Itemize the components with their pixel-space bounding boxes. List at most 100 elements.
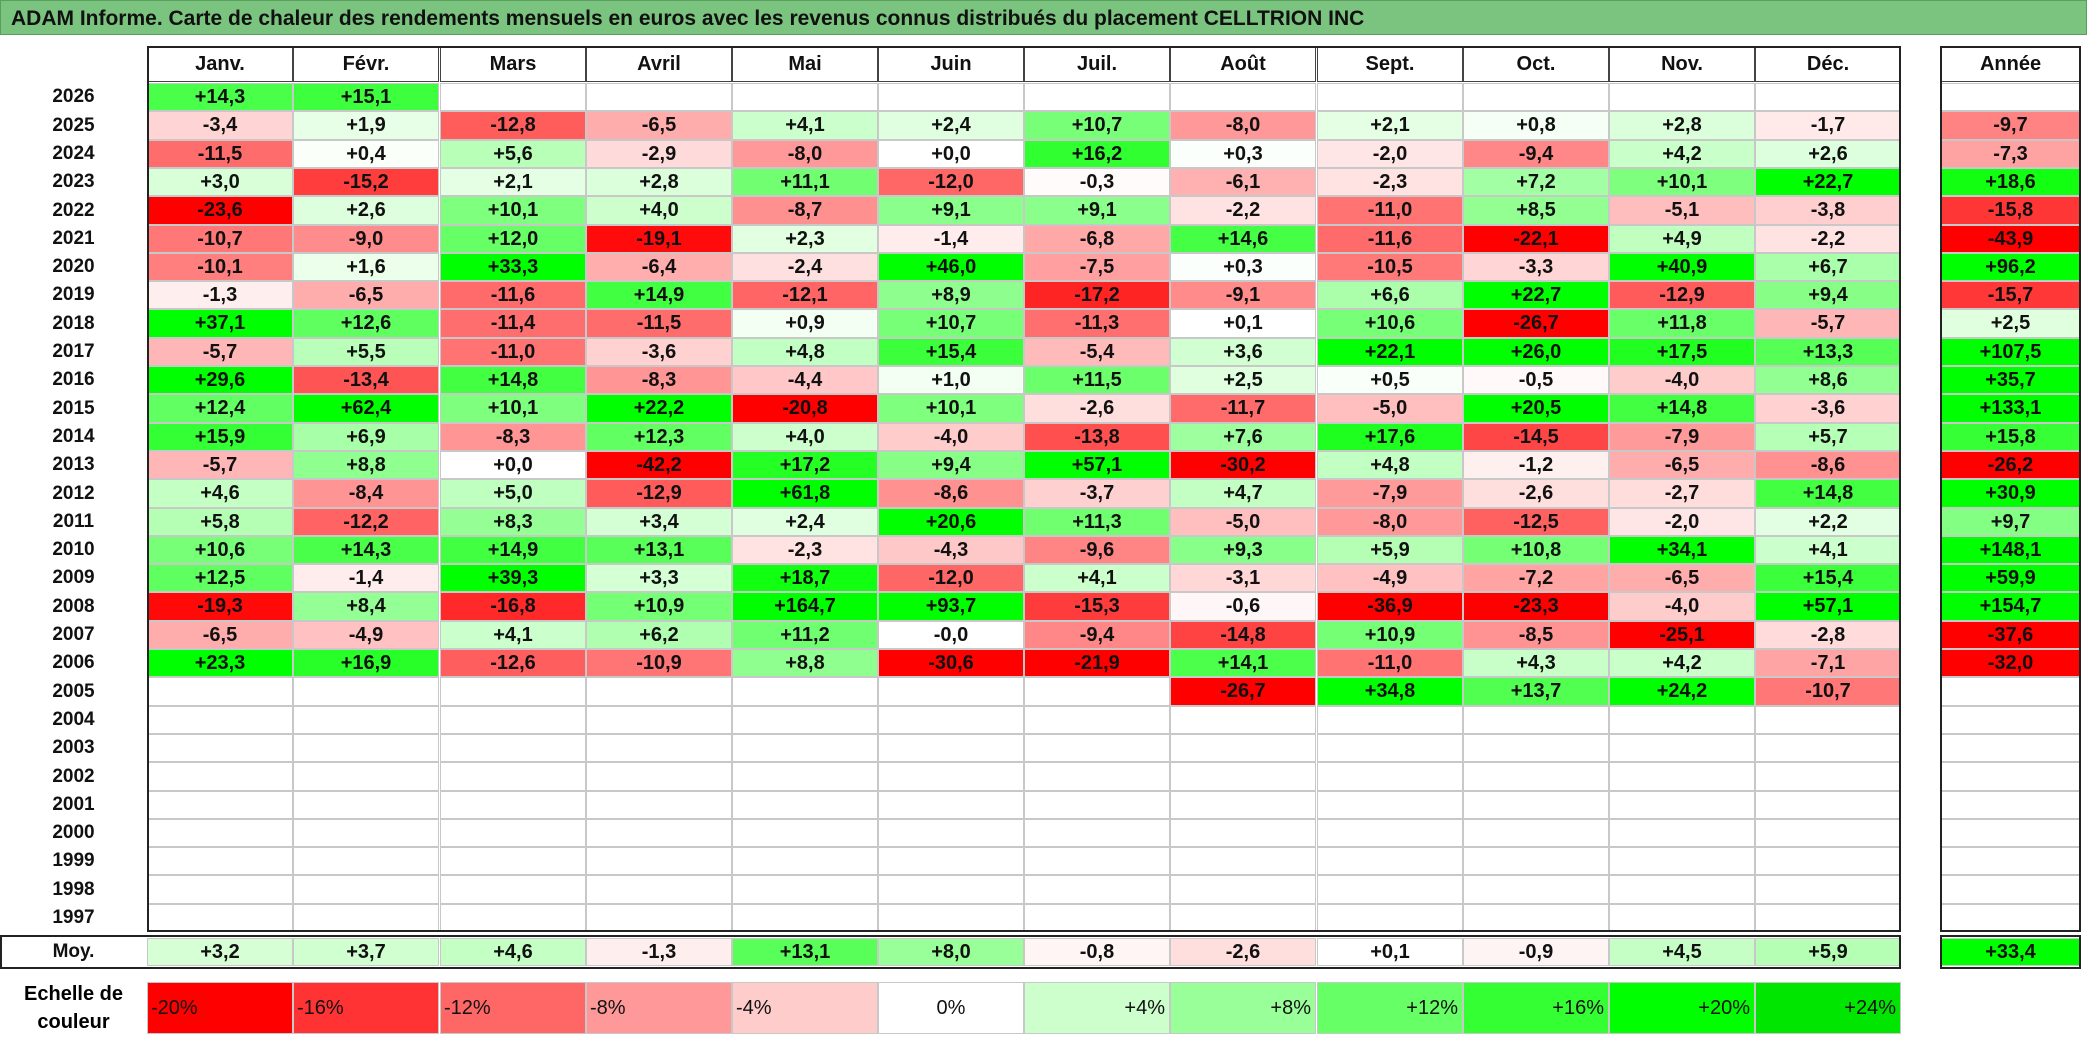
month-header-11: Nov. xyxy=(1609,46,1755,82)
year-label: 2019 xyxy=(52,284,95,305)
heatmap-cell xyxy=(1463,904,1609,932)
heatmap-cell: +24,2 xyxy=(1609,677,1755,706)
annual-cell: +133,1 xyxy=(1940,394,2081,423)
heatmap-cell: +14,8 xyxy=(1755,479,1901,508)
heatmap-cell: +9,4 xyxy=(878,451,1024,479)
year-label: 2002 xyxy=(52,765,95,787)
heatmap-cell: -3,1 xyxy=(1170,564,1316,592)
heatmap-cell: +2,4 xyxy=(732,508,878,536)
heatmap-cell: -8,6 xyxy=(878,479,1024,508)
heatmap-cell: +8,4 xyxy=(293,592,439,621)
heatmap-cell: -5,7 xyxy=(147,451,293,479)
heatmap-cell: -3,8 xyxy=(1755,196,1901,225)
heatmap-cell: +39,3 xyxy=(440,564,586,592)
heatmap-cell xyxy=(586,83,732,111)
heatmap-cell: +14,3 xyxy=(147,83,293,111)
heatmap-cell: -23,6 xyxy=(147,196,293,225)
year-label: 1998 xyxy=(52,878,95,900)
year-label: 2005 xyxy=(52,680,95,702)
year-label: 2018 xyxy=(52,312,95,334)
heatmap-cell xyxy=(586,762,732,791)
heatmap-cell: +10,8 xyxy=(1463,536,1609,564)
heatmap-cell: -16,8 xyxy=(440,592,586,621)
heatmap-cell: -11,3 xyxy=(1024,309,1170,338)
heatmap-cell xyxy=(1755,83,1901,111)
heatmap-cell: +0,8 xyxy=(1463,111,1609,140)
heatmap-cell: +2,5 xyxy=(1170,366,1316,394)
heatmap-cell: -22,1 xyxy=(1463,225,1609,253)
annual-cell: +148,1 xyxy=(1940,536,2081,564)
heatmap-cell: +12,0 xyxy=(440,225,586,253)
heatmap-cell xyxy=(147,791,293,819)
heatmap-cell: +14,8 xyxy=(440,366,586,394)
heatmap-cell: +4,1 xyxy=(732,111,878,140)
heatmap-cell: +37,1 xyxy=(147,309,293,338)
heatmap-cell: +1,9 xyxy=(293,111,439,140)
heatmap-cell xyxy=(293,875,439,904)
heatmap-cell: -8,0 xyxy=(1317,508,1463,536)
month-header-4: Avril xyxy=(586,46,732,82)
heatmap-cell: +0,3 xyxy=(1170,140,1316,168)
heatmap-cell: -13,8 xyxy=(1024,423,1170,451)
heatmap-cell: -8,0 xyxy=(732,140,878,168)
heatmap-cell: -3,6 xyxy=(586,338,732,366)
heatmap-cell: -6,5 xyxy=(1609,451,1755,479)
heatmap-cell: +23,3 xyxy=(147,649,293,677)
annual-cell: +107,5 xyxy=(1940,338,2081,366)
heatmap-cell: -1,7 xyxy=(1755,111,1901,140)
heatmap-cell xyxy=(147,847,293,875)
heatmap-cell xyxy=(440,904,586,932)
heatmap-cell xyxy=(440,791,586,819)
heatmap-cell xyxy=(732,904,878,932)
heatmap-cell xyxy=(878,677,1024,706)
year-label: 2008 xyxy=(52,595,95,617)
annual-cell: +9,7 xyxy=(1940,508,2081,536)
heatmap-cell xyxy=(1463,706,1609,734)
heatmap-cell xyxy=(586,819,732,847)
heatmap-cell: -17,2 xyxy=(1024,281,1170,309)
heatmap-cell xyxy=(732,819,878,847)
annual-cell: +59,9 xyxy=(1940,564,2081,592)
heatmap-cell: -9,0 xyxy=(293,225,439,253)
annual-cell xyxy=(1940,762,2081,791)
heatmap-cell: +0,0 xyxy=(878,140,1024,168)
heatmap-cell xyxy=(1609,83,1755,111)
heatmap-cell: +10,1 xyxy=(440,394,586,423)
heatmap-cell: +6,6 xyxy=(1317,281,1463,309)
heatmap-cell: -11,5 xyxy=(147,140,293,168)
heatmap-cell: +26,0 xyxy=(1463,338,1609,366)
heatmap-cell: +12,4 xyxy=(147,394,293,423)
heatmap-cell xyxy=(1317,791,1463,819)
heatmap-cell: +33,3 xyxy=(440,253,586,281)
average-cell: +8,0 xyxy=(878,938,1024,966)
heatmap-cell: -11,6 xyxy=(1317,225,1463,253)
heatmap-cell: +12,3 xyxy=(586,423,732,451)
annual-cell xyxy=(1940,706,2081,734)
heatmap-cell xyxy=(147,904,293,932)
heatmap-cell xyxy=(1170,819,1316,847)
heatmap-cell xyxy=(1463,875,1609,904)
color-scale-label: Echelle de couleur xyxy=(24,983,123,1033)
heatmap-cell xyxy=(586,847,732,875)
heatmap-cell xyxy=(732,762,878,791)
heatmap-cell: +12,5 xyxy=(147,564,293,592)
heatmap-cell: -6,4 xyxy=(586,253,732,281)
heatmap-cell: +18,7 xyxy=(732,564,878,592)
month-header-12: Déc. xyxy=(1755,46,1901,82)
heatmap-cell xyxy=(1024,847,1170,875)
heatmap-cell: -12,6 xyxy=(440,649,586,677)
heatmap-cell xyxy=(1024,819,1170,847)
heatmap-cell: +3,6 xyxy=(1170,338,1316,366)
heatmap-cell: +0,0 xyxy=(440,451,586,479)
heatmap-cell: -4,0 xyxy=(1609,366,1755,394)
heatmap-cell: +8,8 xyxy=(293,451,439,479)
heatmap-cell: -2,3 xyxy=(1317,168,1463,196)
heatmap-cell xyxy=(732,847,878,875)
heatmap-cell xyxy=(1609,847,1755,875)
heatmap-cell: +14,1 xyxy=(1170,649,1316,677)
heatmap-cell: -11,6 xyxy=(440,281,586,309)
heatmap-cell: +4,1 xyxy=(440,621,586,649)
heatmap-cell xyxy=(586,904,732,932)
heatmap-cell: +5,0 xyxy=(440,479,586,508)
heatmap-cell: +6,9 xyxy=(293,423,439,451)
